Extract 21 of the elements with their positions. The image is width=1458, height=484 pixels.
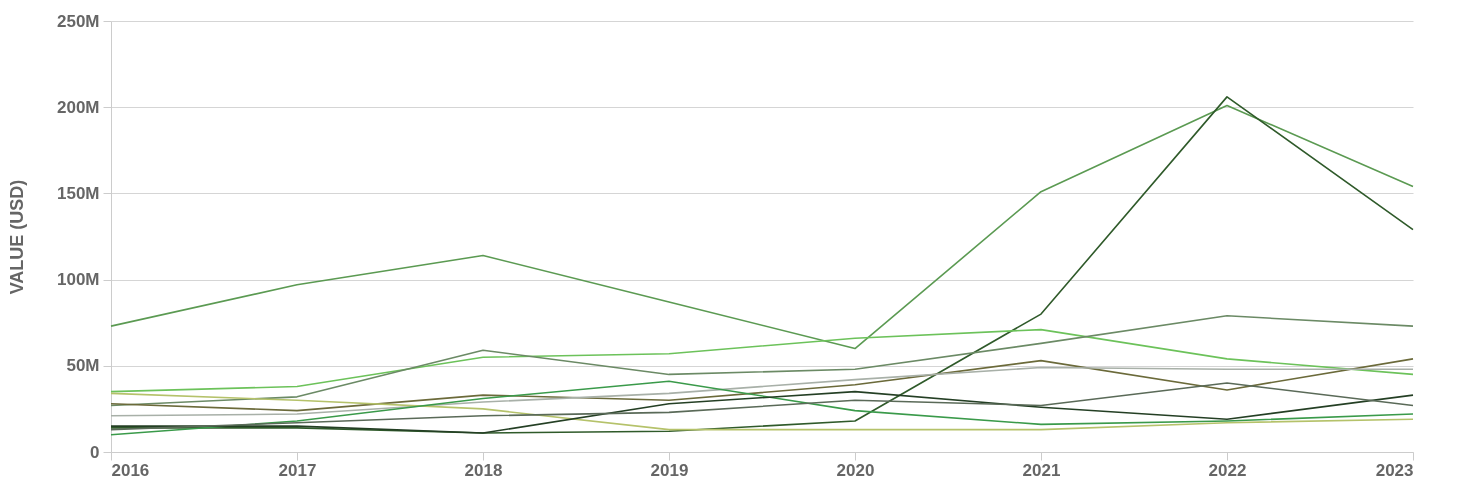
- y-axis-title: VALUE (USD): [6, 179, 27, 295]
- x-tick-label: 2016: [111, 460, 150, 480]
- x-tick-label: 2019: [650, 460, 689, 480]
- x-tick-label: 2018: [464, 460, 503, 480]
- y-tick-label: 50M: [66, 356, 100, 376]
- x-tick-label: 2021: [1022, 460, 1061, 480]
- y-tick-label: 150M: [56, 183, 100, 203]
- line-series: [110, 328, 1414, 393]
- line-series: [110, 104, 1414, 350]
- line-series: [110, 358, 1414, 412]
- x-tick-label: 2020: [836, 460, 875, 480]
- line-series: [110, 315, 1414, 407]
- y-tick-label: 100M: [56, 270, 100, 290]
- line-series: [110, 366, 1414, 417]
- y-tick-label: 250M: [56, 11, 100, 31]
- x-tick-label: 2017: [278, 460, 317, 480]
- y-tick-label: 200M: [56, 97, 100, 117]
- x-tick-label: 2023: [1375, 460, 1414, 480]
- y-tick-label: 0: [90, 442, 100, 462]
- line-series: [110, 96, 1414, 434]
- x-tick-label: 2022: [1208, 460, 1247, 480]
